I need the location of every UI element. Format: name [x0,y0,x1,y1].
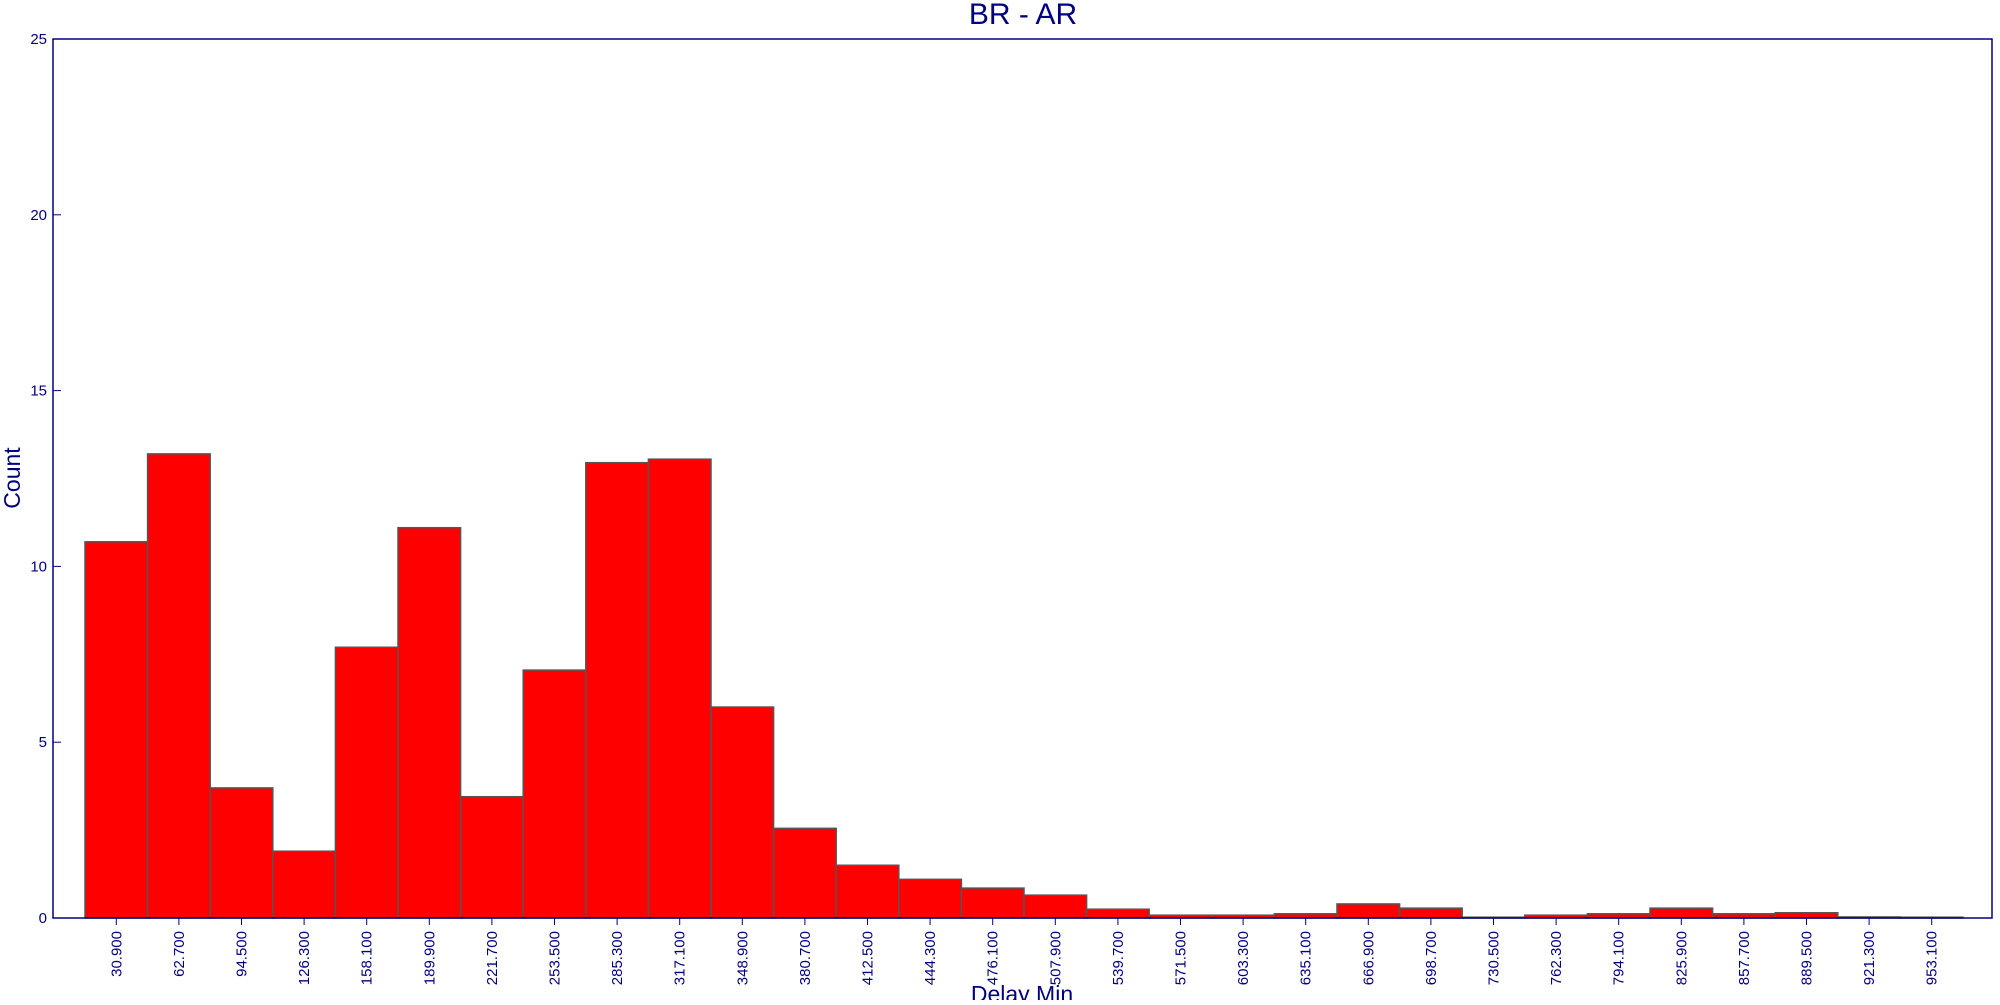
y-tick-label: 5 [39,734,47,751]
x-tick-label: 825.900 [1673,931,1690,985]
x-tick-label: 921.300 [1861,931,1878,985]
x-tick-label: 30.900 [108,931,125,977]
x-tick-label: 666.900 [1360,931,1377,985]
x-tick-label: 158.100 [359,931,376,985]
x-tick-label: 571.500 [1173,931,1190,985]
x-tick-label: 348.900 [734,931,751,985]
y-tick-label: 15 [30,383,47,400]
histogram-bar [1085,908,1150,919]
x-tick-label: 539.700 [1110,931,1127,985]
histogram-bar [1023,894,1088,919]
x-tick-label: 762.300 [1548,931,1565,985]
histogram-bar [835,864,900,919]
x-axis: 30.900 62.700 94.500 126.300 158.100 189.900 2… [108,918,1941,985]
y-tick-label: 10 [30,558,47,575]
histogram-bar [1336,903,1401,919]
x-tick-label: 253.500 [547,931,564,985]
x-tick-label: 635.100 [1298,931,1315,985]
chart-title: BR - AR [969,0,1077,31]
y-axis-label: Count [0,447,25,509]
x-tick-label: 857.700 [1736,931,1753,985]
histogram-bar [522,669,587,919]
histogram-bar [898,878,963,919]
y-tick-label: 25 [30,31,47,48]
x-tick-label: 62.700 [171,931,188,977]
y-tick-label: 20 [30,207,47,224]
histogram-bar [1398,907,1463,919]
bars-layer [84,453,1964,919]
x-tick-label: 317.100 [672,931,689,985]
x-tick-label: 285.300 [609,931,626,985]
histogram-bar [1649,907,1714,919]
x-tick-label: 189.900 [421,931,438,985]
x-tick-label: 889.500 [1799,931,1816,985]
y-tick-label: 0 [39,910,47,927]
x-tick-label: 126.300 [296,931,313,985]
x-tick-label: 698.700 [1423,931,1440,985]
histogram-bar [84,541,149,919]
x-tick-label: 444.300 [922,931,939,985]
histogram-bar [772,827,837,919]
y-axis: 0 5 10 15 20 25 [30,31,61,927]
x-tick-label: 507.900 [1047,931,1064,985]
histogram-bar [146,453,211,919]
histogram-bar [585,461,650,919]
x-tick-label: 380.700 [797,931,814,985]
histogram-bar [459,795,524,919]
histogram-bar [397,526,462,919]
x-tick-label: 730.500 [1486,931,1503,985]
histogram-bar [334,646,399,919]
x-tick-label: 794.100 [1611,931,1628,985]
x-tick-label: 953.100 [1924,931,1941,985]
x-tick-label: 476.100 [985,931,1002,985]
histogram-bar [647,458,712,919]
x-tick-label: 412.500 [860,931,877,985]
x-tick-label: 94.500 [234,931,251,977]
x-tick-label: 221.700 [484,931,501,985]
histogram-bar [209,787,274,919]
histogram-bar [1774,911,1839,919]
histogram-bar [710,706,775,919]
x-axis-label: Delay Min [971,981,1073,1000]
plot-frame [52,38,1993,919]
x-tick-label: 603.300 [1235,931,1252,985]
histogram-bar [960,887,1025,919]
histogram-bar [272,850,337,919]
